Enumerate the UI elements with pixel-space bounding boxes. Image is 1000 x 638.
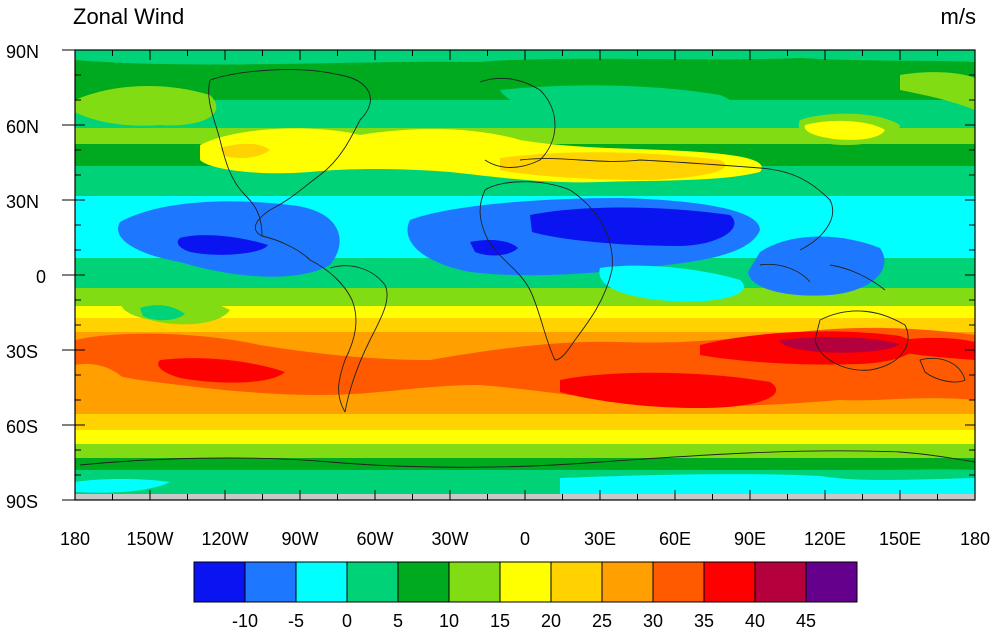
longitude-labels: 180 150W 120W 90W 60W 30W 0 30E 60E 90E …: [60, 529, 990, 549]
colorbar-swatch: [397, 561, 450, 603]
latitude-labels: 90N 60N 30N 0 30S 60S 90S: [6, 42, 46, 512]
colorbar-labels: -10 -5 0 5 10 15 20 25 30 35 40 45: [232, 611, 816, 631]
lon-label: 30W: [431, 529, 468, 549]
colorbar-label: 35: [694, 611, 714, 631]
lon-label: 60W: [356, 529, 393, 549]
units-label: m/s: [940, 4, 976, 29]
colorbar-label: 45: [796, 611, 816, 631]
lon-label: 90W: [281, 529, 318, 549]
map-title: Zonal Wind: [73, 4, 185, 29]
lon-label: 150W: [126, 529, 173, 549]
lat-label: 90S: [6, 492, 38, 512]
lon-label: 30E: [584, 529, 616, 549]
lat-label: 30N: [6, 192, 39, 212]
lat-label: 30S: [6, 342, 38, 362]
colorbar: [193, 561, 858, 603]
colorbar-label: -10: [232, 611, 258, 631]
colorbar-label: 40: [745, 611, 765, 631]
colorbar-swatch: [295, 561, 348, 603]
lon-label: 120W: [201, 529, 248, 549]
colorbar-label: 0: [342, 611, 352, 631]
colorbar-label: 25: [592, 611, 612, 631]
lat-label: 90N: [6, 42, 39, 62]
colorbar-label: 30: [643, 611, 663, 631]
lon-label: 0: [520, 529, 530, 549]
axis-ticks: [62, 49, 976, 501]
lat-label: 60S: [6, 417, 38, 437]
coastlines: [79, 69, 975, 468]
colorbar-swatch: [244, 561, 297, 603]
lat-label: 60N: [6, 117, 39, 137]
colorbar-swatch: [805, 561, 858, 603]
lon-label: 90E: [734, 529, 766, 549]
lon-label: 150E: [879, 529, 921, 549]
colorbar-swatch: [499, 561, 552, 603]
colorbar-swatch: [448, 561, 501, 603]
colorbar-swatch: [550, 561, 603, 603]
colorbar-label: 20: [541, 611, 561, 631]
lon-label: 180: [960, 529, 990, 549]
wind-contour-field: [75, 50, 975, 500]
lon-label: 120E: [804, 529, 846, 549]
colorbar-swatch: [601, 561, 654, 603]
colorbar-swatch: [754, 561, 807, 603]
colorbar-label: 10: [439, 611, 459, 631]
lat-label: 0: [36, 267, 46, 287]
colorbar-label: -5: [288, 611, 304, 631]
colorbar-label: 15: [490, 611, 510, 631]
lon-label: 60E: [659, 529, 691, 549]
colorbar-swatch: [703, 561, 756, 603]
colorbar-label: 5: [393, 611, 403, 631]
colorbar-swatch: [652, 561, 705, 603]
lon-label: 180: [60, 529, 90, 549]
colorbar-swatch: [193, 561, 246, 603]
colorbar-swatch: [346, 561, 399, 603]
